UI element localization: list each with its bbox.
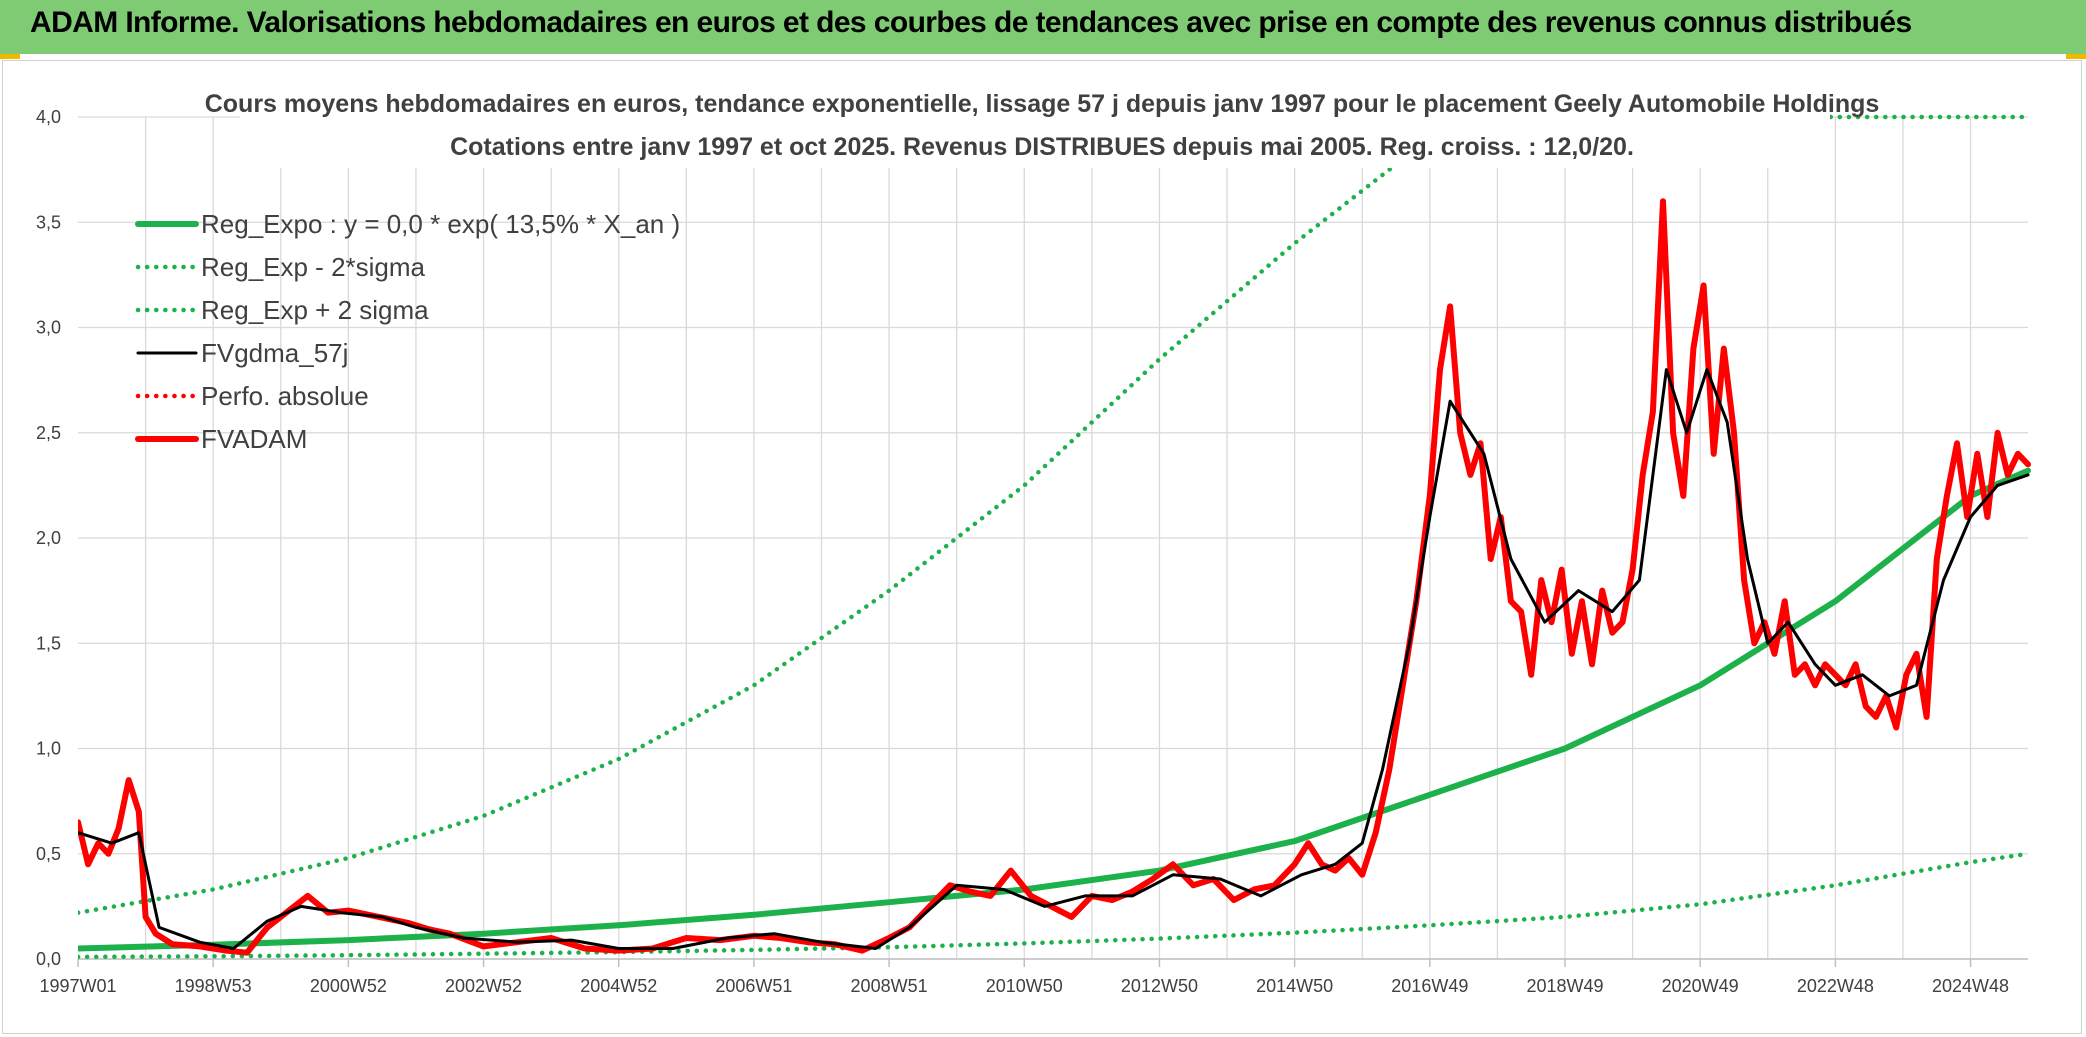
chart-frame — [2, 60, 2082, 1034]
y-tick-label: 1,5 — [36, 633, 61, 653]
x-tick-label: 2008W51 — [851, 976, 928, 996]
legend-label: FVgdma_57j — [201, 338, 348, 368]
x-tick-label: 2010W50 — [986, 976, 1063, 996]
y-tick-label: 1,0 — [36, 739, 61, 759]
y-tick-label: 0,0 — [36, 949, 61, 969]
x-tick-label: 2014W50 — [1256, 976, 1333, 996]
legend-label: Perfo. absolue — [201, 381, 369, 411]
legend-label: Reg_Exp - 2*sigma — [201, 252, 426, 282]
subtitle-line-2: Cotations entre janv 1997 et oct 2025. R… — [450, 133, 1634, 161]
chart-subtitle: Cours moyens hebdomadaires en euros, ten… — [205, 84, 1880, 168]
y-tick-label: 3,0 — [36, 318, 61, 338]
x-tick-label: 2020W49 — [1662, 976, 1739, 996]
x-tick-label: 2012W50 — [1121, 976, 1198, 996]
x-tick-label: 2002W52 — [445, 976, 522, 996]
x-tick-label: 1997W01 — [39, 976, 116, 996]
legend-label: Reg_Expo : y = 0,0 * exp( 13,5% * X_an ) — [201, 209, 680, 239]
series-area — [78, 114, 2031, 960]
y-tick-label: 4,0 — [36, 107, 61, 127]
legend-label: FVADAM — [201, 424, 307, 454]
series-fvgdma-57j — [78, 368, 2030, 950]
x-tick-label: 2016W49 — [1391, 976, 1468, 996]
report-title: ADAM Informe. Valorisations hebdomadaire… — [30, 6, 1912, 39]
legend-label: Reg_Exp + 2 sigma — [201, 295, 429, 325]
y-tick-label: 3,5 — [36, 212, 61, 232]
subtitle-background — [240, 84, 1830, 168]
series-reg-expo-y-0-0-exp-13-5-x-an — [78, 467, 2031, 952]
x-tick-label: 2024W48 — [1932, 976, 2009, 996]
y-tick-label: 2,0 — [36, 528, 61, 548]
x-tick-label: 2006W51 — [715, 976, 792, 996]
legend: Reg_Expo : y = 0,0 * exp( 13,5% * X_an )… — [135, 209, 680, 454]
x-tick-label: 1998W53 — [175, 976, 252, 996]
y-tick-label: 2,5 — [36, 423, 61, 443]
y-tick-label: 0,5 — [36, 844, 61, 864]
series-reg-exp-2-sigma — [78, 114, 2031, 915]
axes: 0,0 0,5 1,0 1,5 2,0 2,5 3,0 3,5 4,0 1997W01 1998W5… — [36, 107, 2028, 996]
left-corner-marker — [0, 54, 20, 59]
grid — [78, 116, 2028, 960]
series-reg-exp-2-sigma — [78, 851, 2031, 960]
x-tick-label: 2000W52 — [310, 976, 387, 996]
x-tick-label: 2022W48 — [1797, 976, 1874, 996]
x-tick-label: 2004W52 — [580, 976, 657, 996]
report-banner: ADAM Informe. Valorisations hebdomadaire… — [0, 0, 2086, 54]
x-tick-label: 2018W49 — [1526, 976, 1603, 996]
series-fvadam — [78, 198, 2031, 956]
subtitle-line-1: Cours moyens hebdomadaires en euros, ten… — [205, 90, 1880, 118]
right-corner-marker — [2066, 54, 2086, 59]
